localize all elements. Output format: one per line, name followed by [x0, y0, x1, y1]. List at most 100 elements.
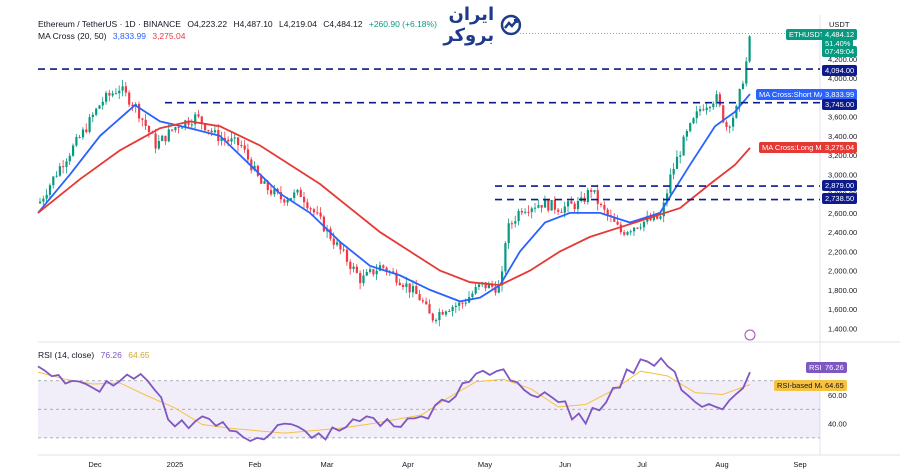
- time-tick-label: Sep: [793, 460, 806, 469]
- candle-body: [540, 205, 543, 208]
- candle-body: [461, 302, 464, 304]
- alert-lightning-icon: [744, 329, 756, 341]
- candle-body: [725, 122, 728, 127]
- candle-body: [118, 90, 121, 94]
- candle-body: [306, 202, 309, 209]
- candle-body: [405, 283, 408, 287]
- candle-body: [75, 137, 78, 146]
- candle-body: [293, 192, 296, 199]
- candle-body: [200, 116, 203, 124]
- level-2738-tag: 2,738.50: [822, 193, 858, 204]
- candle-body: [497, 285, 500, 293]
- candle-body: [425, 301, 428, 305]
- candle-body: [722, 105, 725, 123]
- time-tick-label: Dec: [88, 460, 102, 469]
- candle-body: [517, 211, 520, 222]
- time-tick-label: Aug: [715, 460, 728, 469]
- candle-body: [603, 205, 606, 210]
- candle-body: [745, 61, 748, 84]
- candle-body: [520, 211, 523, 213]
- candle-body: [246, 149, 250, 160]
- price-tick-label: 1,400.00: [828, 324, 857, 333]
- candle-body: [352, 266, 355, 270]
- rsi-ma-line: [37, 370, 751, 434]
- candle-body: [464, 302, 467, 304]
- candle-body: [161, 135, 164, 141]
- candle-body: [78, 137, 81, 139]
- long-ma-label-tag: MA Cross:Long MA: [759, 142, 830, 153]
- candle-body: [639, 227, 642, 229]
- candle-body: [190, 124, 193, 126]
- time-tick-label: Jul: [637, 460, 647, 469]
- candle-body: [124, 86, 127, 93]
- candle-body: [213, 130, 217, 133]
- time-tick-label: Feb: [249, 460, 262, 469]
- ma-header[interactable]: MA Cross (20, 50) 3,833.99 3,275.04: [38, 31, 189, 41]
- rsi-name-tag: RSI: [806, 362, 825, 373]
- price-tick-label: 1,800.00: [828, 286, 857, 295]
- short-ma-label-tag: MA Cross:Short MA: [756, 89, 828, 100]
- price-tick-label: 2,600.00: [828, 209, 857, 218]
- price-tick-label: 3,600.00: [828, 113, 857, 122]
- rsi-header[interactable]: RSI (14, close) 76.26 64.65: [38, 350, 154, 360]
- candle-body: [735, 106, 738, 118]
- candle-body: [438, 311, 441, 321]
- change-value: +260.90 (+6.18%): [368, 19, 437, 29]
- candle-body: [207, 130, 210, 132]
- candle-body: [332, 238, 335, 245]
- candle-body: [474, 287, 477, 294]
- candle-body: [626, 232, 629, 235]
- time-tick-label: Jun: [559, 460, 571, 469]
- candle-body: [642, 221, 646, 228]
- candle-body: [732, 117, 735, 127]
- candle-body: [402, 285, 405, 287]
- candle-body: [210, 130, 213, 133]
- candle-body: [619, 224, 622, 233]
- candle-body: [567, 201, 570, 207]
- candle-body: [636, 227, 639, 229]
- candle-body: [279, 192, 283, 200]
- candle-body: [319, 212, 322, 217]
- candle-body: [197, 114, 200, 117]
- candle-body: [421, 300, 424, 302]
- candle-body: [392, 271, 395, 273]
- candle-body: [395, 272, 398, 283]
- candle-body: [408, 283, 411, 293]
- candle-body: [286, 199, 289, 203]
- candle-body: [260, 175, 263, 184]
- candle-body: [95, 108, 98, 115]
- rsi-header-value: 76.26: [100, 350, 122, 360]
- price-tick-label: 3,000.00: [828, 170, 857, 179]
- candle-body: [365, 271, 368, 276]
- candle-body: [471, 293, 474, 298]
- candle-body: [289, 198, 292, 200]
- candle-body: [359, 272, 362, 284]
- price-tick-label: 2,400.00: [828, 228, 857, 237]
- candle-body: [184, 120, 187, 128]
- candle-body: [349, 261, 352, 270]
- price-tick-label: 2,200.00: [828, 247, 857, 256]
- candle-body: [623, 232, 626, 235]
- candle-body: [296, 189, 299, 193]
- candle-body: [692, 118, 695, 124]
- candle-body: [659, 216, 662, 219]
- candle-body: [494, 286, 497, 293]
- candle-body: [369, 269, 372, 272]
- candle-body: [415, 285, 418, 295]
- level-3745-tag: 3,745.00: [822, 99, 858, 110]
- candle-body: [339, 242, 342, 250]
- candle-body: [702, 109, 705, 111]
- candle-body: [138, 103, 141, 119]
- candle-body: [679, 155, 682, 157]
- candle-body: [728, 126, 731, 128]
- rsi-line: [37, 356, 751, 443]
- candle-body: [477, 284, 481, 288]
- candle-body: [52, 176, 55, 186]
- rsi-ma-value-tag: 64.65: [822, 380, 847, 391]
- high-value: H4,487.10: [233, 19, 273, 29]
- candle-body: [695, 111, 698, 119]
- candle-body: [527, 211, 530, 213]
- level-4094-tag: 4,094.00: [822, 65, 858, 76]
- candle-body: [157, 140, 160, 149]
